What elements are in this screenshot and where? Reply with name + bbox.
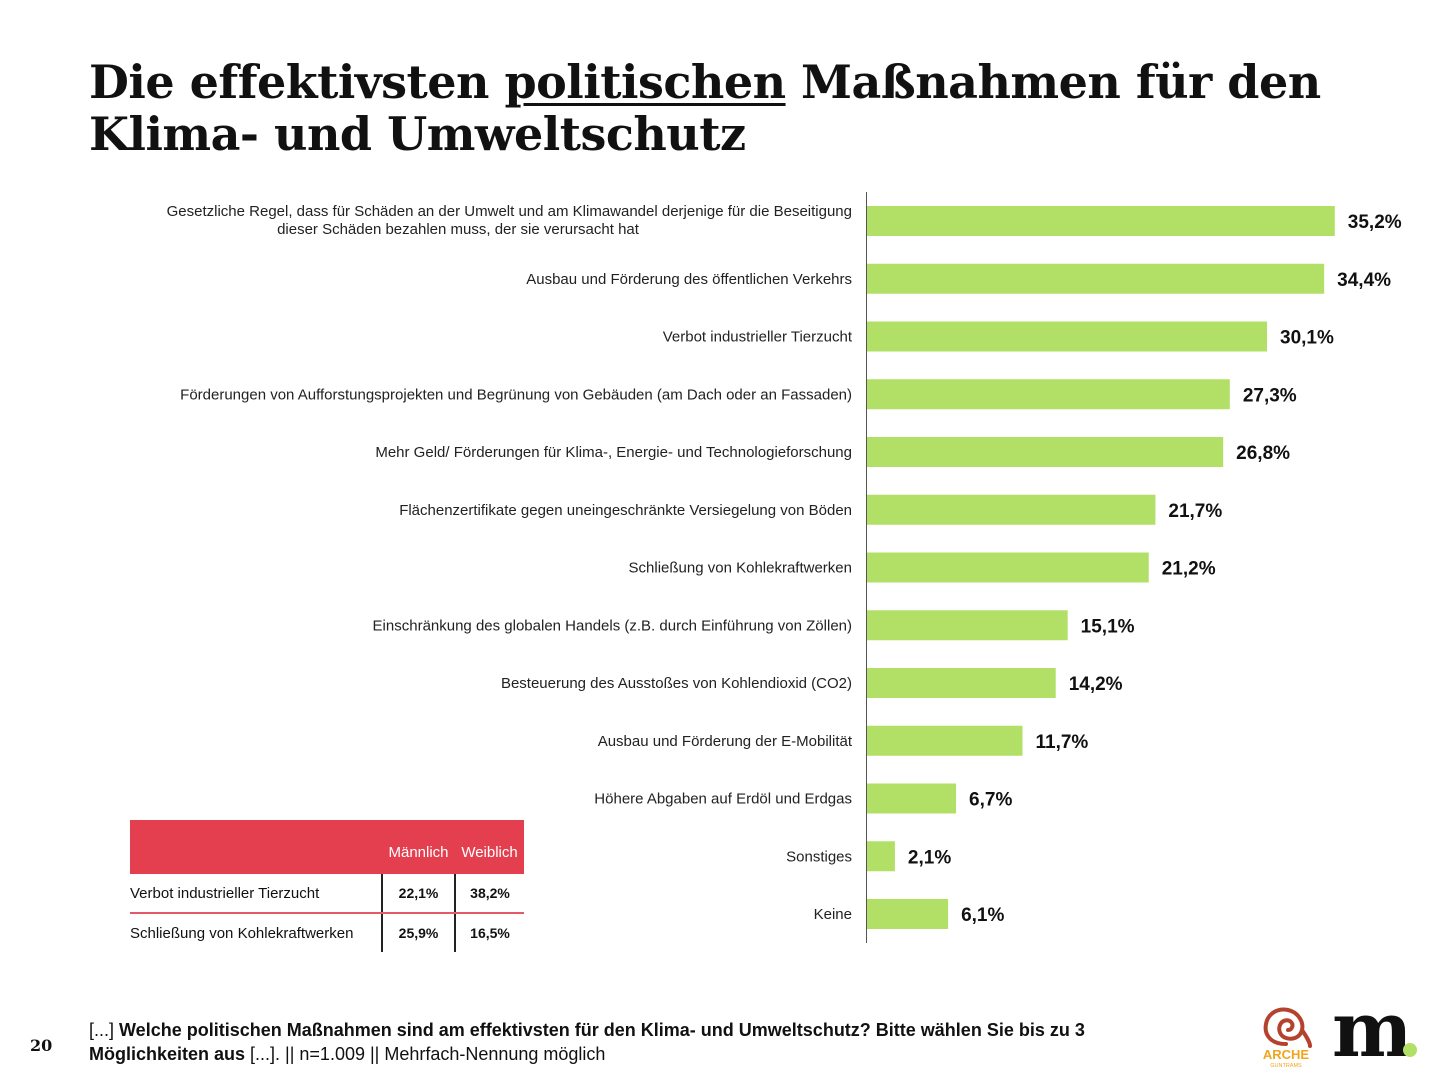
bar-chart: 35,2% Gesetzliche Regel, dass für Schäden… — [167, 192, 1402, 943]
data-label: 26,8% — [1236, 443, 1290, 464]
page-number: 20 — [30, 1036, 53, 1055]
arche-wordmark: ARCHE — [1263, 1047, 1310, 1062]
category-label: Schließung von Kohlekraftwerken — [629, 560, 852, 577]
category-label-line: Gesetzliche Regel, dass für Schäden an d… — [167, 203, 852, 220]
bar — [867, 668, 1056, 698]
category-label: Flächenzertifikate gegen uneingeschränkt… — [399, 502, 852, 519]
category-label-line: dieser Schäden bezahlen muss, der sie ve… — [277, 221, 640, 238]
category-label: Einschränkung des globalen Handels (z.B.… — [373, 617, 852, 634]
data-label: 14,2% — [1069, 674, 1123, 695]
table-cell-male: 22,1% — [380, 874, 456, 914]
bar — [867, 263, 1325, 294]
bar — [867, 610, 1068, 641]
data-label: 35,2% — [1348, 212, 1402, 233]
table-cell-male: 25,9% — [380, 913, 456, 952]
snail-spiral-icon — [1263, 1007, 1312, 1048]
data-label: 30,1% — [1280, 328, 1334, 349]
arche-subtext: GUNTRAMS — [1270, 1063, 1302, 1069]
title-text-rest: Maßnahmen für den Klima- und Umweltschut… — [89, 55, 1321, 161]
data-label: 6,1% — [961, 905, 1004, 926]
table-row: Schließung von Kohlekraftwerken 25,9% 16… — [130, 913, 524, 952]
category-label: Verbot industrieller Tierzucht — [663, 329, 853, 346]
table-header-empty — [130, 820, 382, 874]
data-label: 34,4% — [1337, 270, 1391, 291]
table-cell-female: 38,2% — [454, 874, 524, 914]
bar — [867, 899, 949, 929]
table-header-female: Weiblich — [455, 820, 524, 874]
data-label: 15,1% — [1081, 616, 1135, 637]
title-underlined-word: politischen — [504, 55, 786, 109]
bar — [867, 725, 1023, 756]
footnote-sample-info: [...]. || n=1.009 || Mehrfach-Nennung mö… — [245, 1044, 606, 1064]
bar — [867, 206, 1335, 236]
category-label: Gesetzliche Regel, dass für Schäden an d… — [167, 203, 852, 238]
category-label: Höhere Abgaben auf Erdöl und Erdgas — [594, 791, 852, 808]
title-text: Die effektivsten — [89, 55, 505, 109]
bar — [867, 841, 895, 872]
data-label: 21,2% — [1162, 559, 1216, 580]
category-label: Mehr Geld/ Förderungen für Klima-, Energ… — [375, 444, 852, 461]
category-label: Förderungen von Aufforstungsprojekten un… — [180, 386, 852, 403]
table-row-label: Verbot industrieller Tierzucht — [130, 874, 382, 914]
arche-guntrams-logo: ARCHE GUNTRAMS — [1263, 1007, 1312, 1069]
page-title: Die effektivsten politischen Maßnahmen f… — [89, 56, 1389, 160]
m-logo: m — [1332, 985, 1412, 1074]
data-label: 2,1% — [908, 847, 951, 868]
data-label: 27,3% — [1243, 385, 1297, 406]
bar — [867, 321, 1268, 352]
footnote-prefix: [...] — [89, 1020, 120, 1040]
bar — [867, 494, 1156, 525]
data-label: 21,7% — [1168, 501, 1222, 522]
data-label: 11,7% — [1035, 732, 1088, 753]
bar — [867, 783, 957, 814]
footnote-question: Welche politischen Maßnahmen sind am eff… — [89, 1020, 1085, 1064]
data-label: 6,7% — [969, 790, 1012, 811]
category-label: Sonstiges — [786, 848, 852, 865]
survey-question-footnote: [...] Welche politischen Maßnahmen sind … — [89, 1018, 1209, 1066]
table-header-row: Männlich Weiblich — [130, 820, 524, 874]
category-label: Ausbau und Förderung der E-Mobilität — [598, 733, 853, 750]
table-header-male: Männlich — [382, 820, 456, 874]
table-row: Verbot industrieller Tierzucht 22,1% 38,… — [130, 874, 524, 914]
category-label: Keine — [814, 906, 852, 923]
m-logo-dot-icon — [1403, 1043, 1417, 1057]
table-row-label: Schließung von Kohlekraftwerken — [130, 924, 354, 942]
bar — [867, 437, 1224, 467]
category-label: Ausbau und Förderung des öffentlichen Ve… — [526, 271, 852, 288]
category-label: Besteuerung des Ausstoßes von Kohlendiox… — [501, 675, 852, 692]
bar — [867, 379, 1230, 410]
bar — [867, 552, 1149, 583]
table-cell-female: 16,5% — [454, 913, 524, 952]
gender-comparison-table: Männlich Weiblich Verbot industrieller T… — [130, 820, 524, 952]
